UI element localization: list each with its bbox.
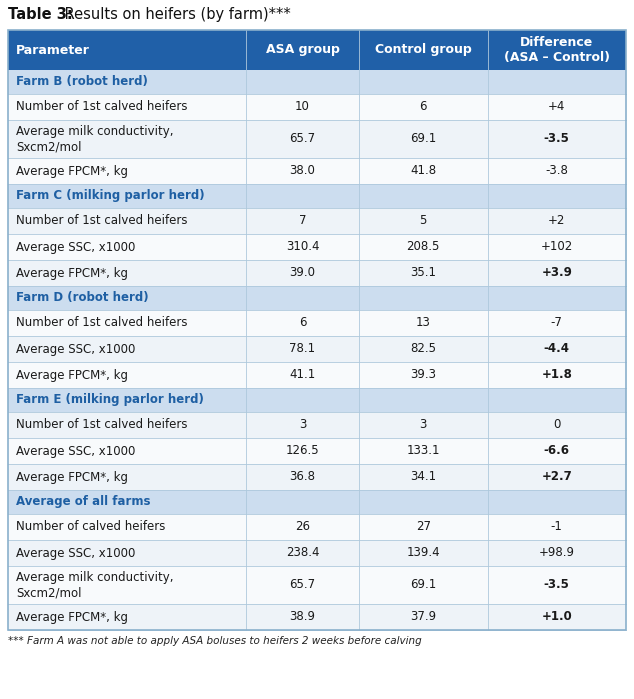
Text: 126.5: 126.5 — [286, 445, 320, 458]
Bar — [8, 30, 626, 70]
Bar — [8, 184, 626, 208]
Bar — [8, 70, 626, 94]
Text: -4.4: -4.4 — [544, 343, 570, 356]
Text: Results on heifers (by farm)***: Results on heifers (by farm)*** — [60, 7, 291, 22]
Text: *** Farm A was not able to apply ASA boluses to heifers 2 weeks before calving: *** Farm A was not able to apply ASA bol… — [8, 636, 422, 646]
Text: +3.9: +3.9 — [541, 266, 573, 280]
Text: 65.7: 65.7 — [289, 133, 316, 145]
Text: 39.0: 39.0 — [290, 266, 316, 280]
Text: 6: 6 — [299, 317, 306, 329]
Bar — [8, 120, 626, 158]
Text: 69.1: 69.1 — [410, 133, 436, 145]
Bar — [8, 310, 626, 336]
Text: 139.4: 139.4 — [406, 547, 440, 559]
Text: Number of 1st calved heifers: Number of 1st calved heifers — [16, 317, 188, 329]
Text: Average of all farms: Average of all farms — [16, 496, 150, 508]
Text: +98.9: +98.9 — [539, 547, 575, 559]
Text: 41.1: 41.1 — [289, 368, 316, 382]
Text: +1.0: +1.0 — [541, 610, 572, 624]
Text: Table 3:: Table 3: — [8, 7, 73, 22]
Bar — [8, 30, 626, 630]
Text: 69.1: 69.1 — [410, 579, 436, 591]
Text: Average SSC, x1000: Average SSC, x1000 — [16, 547, 136, 559]
Text: Average FPCM*, kg: Average FPCM*, kg — [16, 266, 128, 280]
Text: 27: 27 — [416, 521, 430, 533]
Text: +102: +102 — [541, 240, 573, 254]
Text: Average SSC, x1000: Average SSC, x1000 — [16, 343, 136, 356]
Bar — [8, 362, 626, 388]
Bar — [8, 464, 626, 490]
Text: -6.6: -6.6 — [544, 445, 570, 458]
Bar — [8, 234, 626, 260]
Text: Farm B (robot herd): Farm B (robot herd) — [16, 75, 148, 89]
Bar — [8, 336, 626, 362]
Text: -1: -1 — [551, 521, 563, 533]
Bar — [8, 490, 626, 514]
Text: Farm E (milking parlor herd): Farm E (milking parlor herd) — [16, 394, 204, 407]
Text: Number of 1st calved heifers: Number of 1st calved heifers — [16, 215, 188, 227]
Text: 35.1: 35.1 — [410, 266, 436, 280]
Text: 26: 26 — [295, 521, 310, 533]
Text: 3: 3 — [420, 419, 427, 431]
Text: Average milk conductivity,
Sxcm2/mol: Average milk conductivity, Sxcm2/mol — [16, 124, 174, 154]
Text: 36.8: 36.8 — [290, 470, 316, 484]
Text: 7: 7 — [299, 215, 306, 227]
Bar — [8, 566, 626, 604]
Bar — [8, 604, 626, 630]
Bar — [8, 412, 626, 438]
Text: 133.1: 133.1 — [406, 445, 440, 458]
Text: 78.1: 78.1 — [289, 343, 316, 356]
Text: 0: 0 — [553, 419, 560, 431]
Text: Number of 1st calved heifers: Number of 1st calved heifers — [16, 419, 188, 431]
Text: +2.7: +2.7 — [541, 470, 572, 484]
Text: Parameter: Parameter — [16, 43, 90, 57]
Text: 3: 3 — [299, 419, 306, 431]
Text: +4: +4 — [548, 101, 566, 113]
Text: 41.8: 41.8 — [410, 164, 436, 178]
Bar — [8, 260, 626, 286]
Text: Average SSC, x1000: Average SSC, x1000 — [16, 240, 136, 254]
Text: Average milk conductivity,
Sxcm2/mol: Average milk conductivity, Sxcm2/mol — [16, 570, 174, 600]
Bar — [8, 208, 626, 234]
Text: Number of 1st calved heifers: Number of 1st calved heifers — [16, 101, 188, 113]
Text: +2: +2 — [548, 215, 566, 227]
Text: +1.8: +1.8 — [541, 368, 573, 382]
Text: 10: 10 — [295, 101, 310, 113]
Text: 238.4: 238.4 — [286, 547, 320, 559]
Text: Average FPCM*, kg: Average FPCM*, kg — [16, 610, 128, 624]
Text: ASA group: ASA group — [266, 43, 339, 57]
Text: 38.0: 38.0 — [290, 164, 315, 178]
Text: 37.9: 37.9 — [410, 610, 436, 624]
Text: 38.9: 38.9 — [290, 610, 316, 624]
Text: 39.3: 39.3 — [410, 368, 436, 382]
Bar — [8, 388, 626, 412]
Text: Average FPCM*, kg: Average FPCM*, kg — [16, 164, 128, 178]
Text: -3.5: -3.5 — [544, 133, 570, 145]
Text: 13: 13 — [416, 317, 430, 329]
Bar — [8, 94, 626, 120]
Text: Farm C (milking parlor herd): Farm C (milking parlor herd) — [16, 189, 205, 203]
Text: 310.4: 310.4 — [286, 240, 320, 254]
Text: Number of calved heifers: Number of calved heifers — [16, 521, 165, 533]
Text: Difference
(ASA – Control): Difference (ASA – Control) — [504, 36, 610, 64]
Text: 6: 6 — [420, 101, 427, 113]
Bar — [8, 438, 626, 464]
Text: 208.5: 208.5 — [406, 240, 440, 254]
Text: Control group: Control group — [375, 43, 472, 57]
Text: 65.7: 65.7 — [289, 579, 316, 591]
Bar — [8, 514, 626, 540]
Text: -3.5: -3.5 — [544, 579, 570, 591]
Bar — [8, 286, 626, 310]
Text: -7: -7 — [551, 317, 563, 329]
Text: 5: 5 — [420, 215, 427, 227]
Text: Average FPCM*, kg: Average FPCM*, kg — [16, 470, 128, 484]
Text: 34.1: 34.1 — [410, 470, 436, 484]
Text: Average FPCM*, kg: Average FPCM*, kg — [16, 368, 128, 382]
Text: -3.8: -3.8 — [545, 164, 568, 178]
Text: 82.5: 82.5 — [410, 343, 436, 356]
Bar — [8, 158, 626, 184]
Text: Farm D (robot herd): Farm D (robot herd) — [16, 291, 148, 305]
Bar — [8, 540, 626, 566]
Text: Average SSC, x1000: Average SSC, x1000 — [16, 445, 136, 458]
